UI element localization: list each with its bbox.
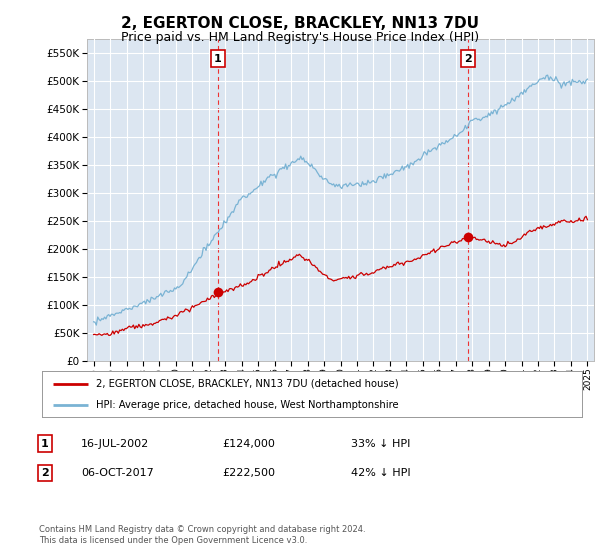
Text: 2, EGERTON CLOSE, BRACKLEY, NN13 7DU: 2, EGERTON CLOSE, BRACKLEY, NN13 7DU — [121, 16, 479, 31]
Text: 2: 2 — [41, 468, 49, 478]
Text: 33% ↓ HPI: 33% ↓ HPI — [351, 438, 410, 449]
Text: Price paid vs. HM Land Registry's House Price Index (HPI): Price paid vs. HM Land Registry's House … — [121, 31, 479, 44]
Text: 2: 2 — [464, 54, 472, 63]
Text: 42% ↓ HPI: 42% ↓ HPI — [351, 468, 410, 478]
Text: Contains HM Land Registry data © Crown copyright and database right 2024.
This d: Contains HM Land Registry data © Crown c… — [39, 525, 365, 545]
Text: 16-JUL-2002: 16-JUL-2002 — [81, 438, 149, 449]
Text: 06-OCT-2017: 06-OCT-2017 — [81, 468, 154, 478]
Text: £124,000: £124,000 — [222, 438, 275, 449]
Text: 1: 1 — [41, 438, 49, 449]
Text: HPI: Average price, detached house, West Northamptonshire: HPI: Average price, detached house, West… — [96, 400, 398, 410]
Text: 1: 1 — [214, 54, 221, 63]
Text: 2, EGERTON CLOSE, BRACKLEY, NN13 7DU (detached house): 2, EGERTON CLOSE, BRACKLEY, NN13 7DU (de… — [96, 379, 398, 389]
Text: £222,500: £222,500 — [222, 468, 275, 478]
